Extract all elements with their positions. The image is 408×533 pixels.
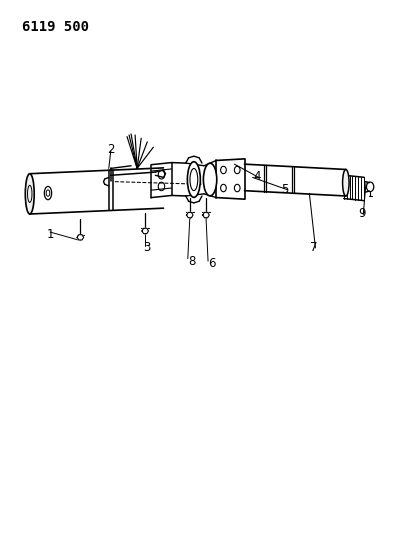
Ellipse shape (204, 163, 217, 196)
Text: 1: 1 (46, 228, 54, 241)
Ellipse shape (44, 187, 52, 200)
Text: 3: 3 (144, 241, 151, 254)
Polygon shape (77, 235, 84, 240)
Ellipse shape (187, 161, 200, 197)
Text: 6119 500: 6119 500 (22, 20, 89, 34)
Text: 2: 2 (107, 143, 115, 156)
Text: 6: 6 (208, 257, 216, 270)
Text: 4: 4 (253, 170, 260, 183)
Polygon shape (142, 228, 149, 233)
Text: 8: 8 (188, 255, 195, 268)
Ellipse shape (343, 169, 349, 196)
Text: 9: 9 (358, 207, 366, 220)
Ellipse shape (25, 174, 34, 214)
Polygon shape (203, 213, 209, 217)
Text: 5: 5 (282, 183, 289, 196)
Polygon shape (186, 213, 193, 217)
Text: 7: 7 (310, 241, 317, 254)
